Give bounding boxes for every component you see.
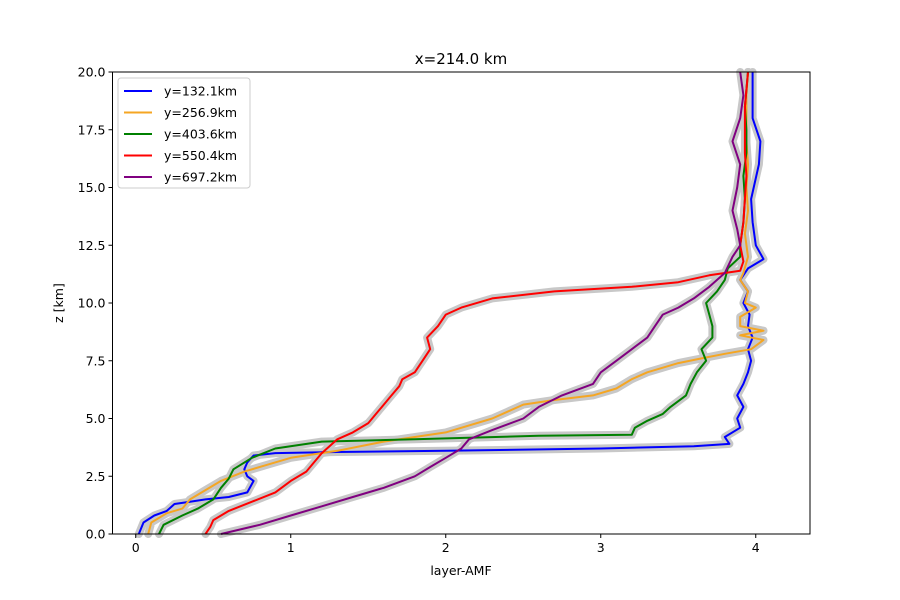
chart-title: x=214.0 km <box>415 50 507 68</box>
x-tick-label: 0 <box>132 540 140 555</box>
y-tick-label: 12.5 <box>78 238 106 253</box>
series-line-5 <box>220 71 745 535</box>
y-axis: 0.0 2.5 5.0 7.5 10.0 12.5 15.0 17.5 20.0 <box>78 65 113 542</box>
x-tick-label: 2 <box>442 540 450 555</box>
legend-label: y=256.9km <box>164 105 237 120</box>
y-axis-label: z [km] <box>51 283 66 323</box>
x-axis-label: layer-AMF <box>430 563 491 578</box>
series-line-2 <box>147 71 765 535</box>
legend-label: y=697.2km <box>164 170 237 185</box>
y-tick-label: 0.0 <box>86 527 106 542</box>
x-tick-label: 3 <box>597 540 605 555</box>
y-tick-label: 20.0 <box>78 65 106 80</box>
series-line-4 <box>204 71 749 535</box>
x-tick-label: 1 <box>287 540 295 555</box>
legend-label: y=403.6km <box>164 127 237 142</box>
legend: y=132.1km y=256.9km y=403.6km y=550.4km y=69… <box>117 77 251 189</box>
y-tick-label: 15.0 <box>78 180 106 195</box>
legend-label: y=132.1km <box>164 84 237 99</box>
series-line-1 <box>137 72 765 535</box>
legend-label: y=550.4km <box>164 148 237 163</box>
y-tick-label: 2.5 <box>86 469 106 484</box>
y-tick-label: 7.5 <box>86 353 106 368</box>
y-tick-label: 17.5 <box>78 122 106 137</box>
series-lines <box>137 71 765 535</box>
legend-box <box>117 77 251 189</box>
x-axis: 0 1 2 3 4 <box>132 534 760 555</box>
y-tick-label: 5.0 <box>86 411 106 426</box>
y-tick-label: 10.0 <box>78 296 106 311</box>
x-tick-label: 4 <box>752 540 760 555</box>
